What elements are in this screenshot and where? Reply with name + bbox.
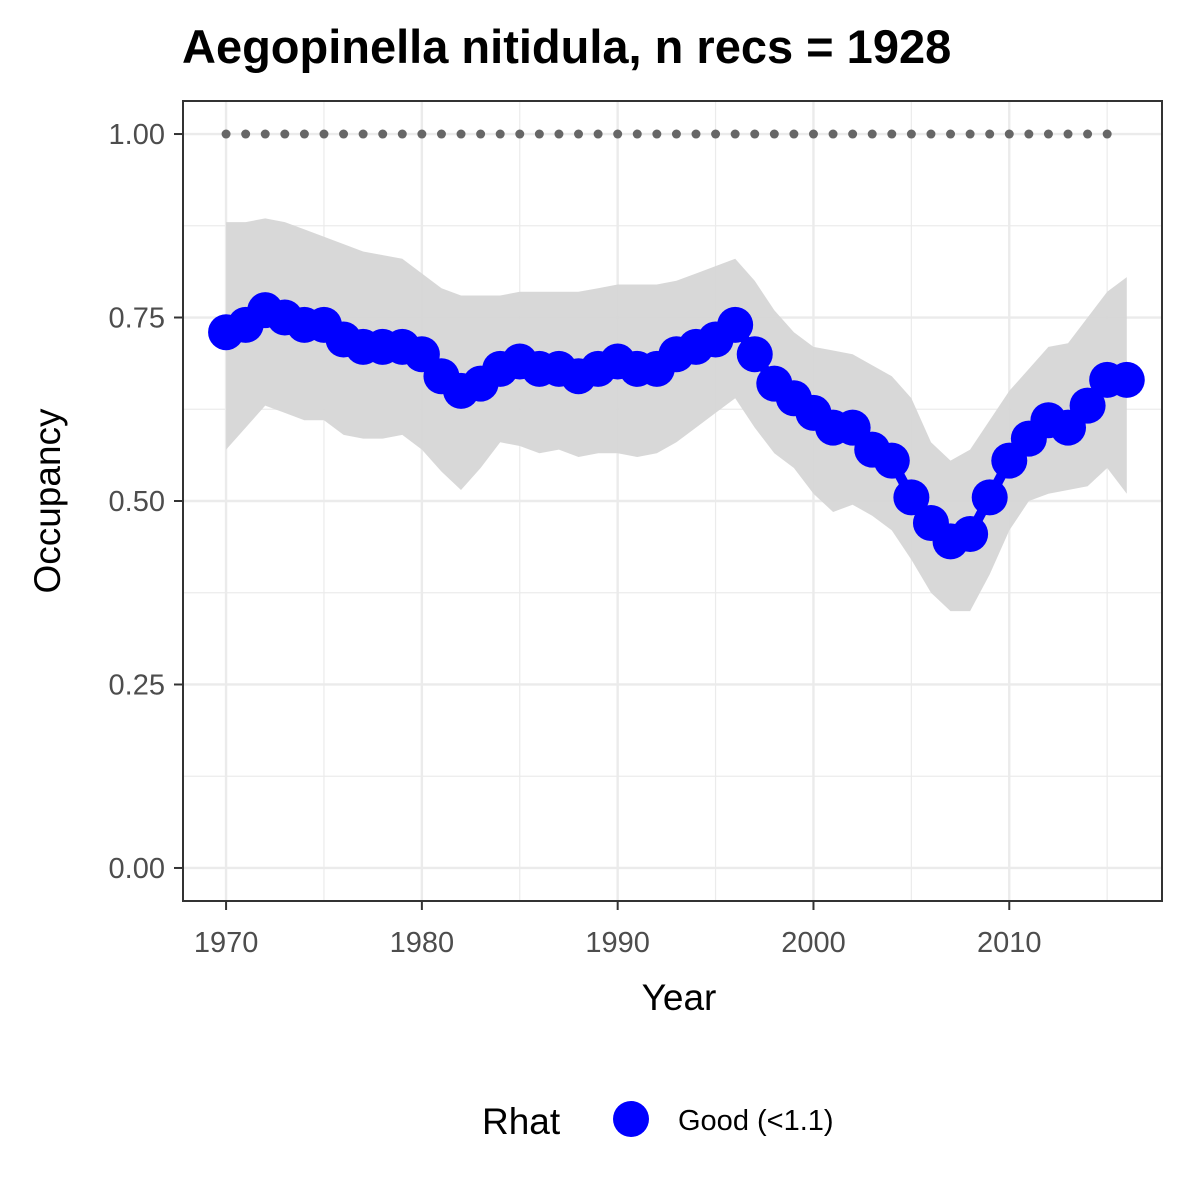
reference-point [534, 129, 544, 139]
x-tick-label: 1990 [585, 927, 650, 959]
reference-line-layer [221, 129, 1112, 139]
reference-point [887, 129, 897, 139]
reference-point [299, 129, 309, 139]
reference-point [926, 129, 936, 139]
reference-point [1102, 129, 1112, 139]
reference-point [730, 129, 740, 139]
reference-point [495, 129, 505, 139]
series-point [1108, 361, 1145, 398]
reference-point [769, 129, 779, 139]
series-layer [208, 292, 1145, 560]
reference-point [867, 129, 877, 139]
legend-key-good [613, 1101, 649, 1137]
reference-point [1004, 129, 1014, 139]
reference-point [789, 129, 799, 139]
x-axis: 1970 1980 1990 2000 2010 [194, 901, 1042, 959]
series-point [717, 306, 754, 343]
reference-point [1063, 129, 1073, 139]
reference-point [260, 129, 270, 139]
series-point [873, 442, 910, 479]
reference-point [652, 129, 662, 139]
series-point [971, 479, 1008, 516]
series-point [893, 479, 930, 516]
reference-point [965, 129, 975, 139]
y-axis-title: Occupancy [27, 408, 68, 594]
reference-point [946, 129, 956, 139]
series-point [1069, 387, 1106, 424]
reference-point [691, 129, 701, 139]
series-point [736, 336, 773, 373]
reference-point [554, 129, 564, 139]
chart-title: Aegopinella nitidula, n recs = 1928 [182, 20, 951, 73]
reference-point [1043, 129, 1053, 139]
y-tick-label: 1.00 [109, 119, 165, 151]
reference-point [711, 129, 721, 139]
reference-point [280, 129, 290, 139]
confidence-ribbon-layer [226, 218, 1127, 612]
legend-title: Rhat [482, 1101, 561, 1142]
reference-point [828, 129, 838, 139]
series-point [952, 516, 989, 553]
reference-point [456, 129, 466, 139]
reference-point [417, 129, 427, 139]
reference-point [436, 129, 446, 139]
x-tick-label: 1980 [390, 927, 455, 959]
confidence-ribbon [226, 218, 1127, 612]
y-tick-label: 0.75 [109, 303, 165, 335]
y-tick-label: 0.00 [109, 853, 165, 885]
reference-point [985, 129, 995, 139]
reference-point [1024, 129, 1034, 139]
reference-point [574, 129, 584, 139]
y-tick-label: 0.50 [109, 486, 165, 518]
reference-point [319, 129, 329, 139]
reference-point [671, 129, 681, 139]
reference-point [808, 129, 818, 139]
reference-point [613, 129, 623, 139]
legend: Rhat Good (<1.1) [482, 1101, 834, 1142]
x-tick-label: 2010 [977, 927, 1042, 959]
reference-point [358, 129, 368, 139]
legend-label-good: Good (<1.1) [678, 1105, 834, 1137]
x-tick-label: 1970 [194, 927, 259, 959]
reference-point [593, 129, 603, 139]
reference-point [515, 129, 525, 139]
y-axis: 0.00 0.25 0.50 0.75 1.00 [109, 119, 183, 885]
reference-point [1083, 129, 1093, 139]
reference-point [339, 129, 349, 139]
y-tick-label: 0.25 [109, 669, 165, 701]
reference-point [476, 129, 486, 139]
reference-point [241, 129, 251, 139]
reference-point [848, 129, 858, 139]
reference-point [378, 129, 388, 139]
reference-point [906, 129, 916, 139]
reference-point [221, 129, 231, 139]
reference-point [397, 129, 407, 139]
x-axis-title: Year [642, 977, 717, 1018]
reference-point [632, 129, 642, 139]
x-tick-label: 2000 [781, 927, 846, 959]
reference-point [750, 129, 760, 139]
